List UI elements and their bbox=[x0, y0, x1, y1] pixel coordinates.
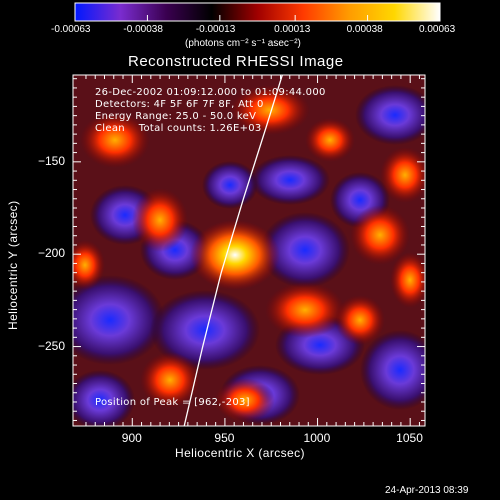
x-tick-label: 1050 bbox=[396, 431, 423, 445]
colorbar-tick-label: 0.00013 bbox=[274, 24, 311, 35]
x-axis-label: Heliocentric X (arcsec) bbox=[175, 446, 305, 460]
colorbar-tick-label: 0.00038 bbox=[346, 24, 383, 35]
footer-timestamp: 24-Apr-2013 08:39 bbox=[385, 485, 469, 496]
x-tick-label: 900 bbox=[121, 431, 142, 445]
y-tick-label: −150 bbox=[38, 153, 66, 168]
colorbar-tick-label: -0.00013 bbox=[195, 24, 236, 35]
solar-limb-line bbox=[183, 75, 283, 426]
annotation-clean-counts: Clean Total counts: 1.26E+03 bbox=[95, 123, 262, 134]
colorbar-tick-label: -0.00063 bbox=[51, 24, 91, 35]
heatmap-image bbox=[73, 75, 425, 426]
annotation-time-range: 26-Dec-2002 01:09:12.000 to 01:09:44.000 bbox=[95, 87, 326, 98]
annotation-energy-range: Energy Range: 25.0 - 50.0 keV bbox=[95, 111, 257, 122]
y-tick-label: −250 bbox=[38, 338, 66, 353]
colorbar-ticks bbox=[74, 15, 441, 21]
colorbar-unit-label: (photons cm⁻² s⁻¹ asec⁻²) bbox=[185, 38, 301, 49]
y-axis-label: Heliocentric Y (arcsec) bbox=[6, 200, 20, 330]
y-tick-label: −200 bbox=[38, 246, 66, 261]
annotation-detectors: Detectors: 4F 5F 6F 7F 8F, Att 0 bbox=[95, 99, 264, 110]
x-tick-label: 950 bbox=[214, 431, 235, 445]
peak-position-label: Position of Peak = [962,-203] bbox=[95, 397, 250, 408]
axis-ticks bbox=[73, 75, 425, 426]
colorbar bbox=[74, 2, 441, 22]
plot-frame bbox=[72, 74, 426, 427]
chart-title: Reconstructed RHESSI Image bbox=[128, 53, 344, 70]
x-tick-label: 1000 bbox=[303, 431, 331, 445]
colorbar-tick-label: 0.00063 bbox=[419, 24, 456, 35]
warm-regions bbox=[73, 85, 425, 422]
colorbar-tick-label: -0.00038 bbox=[123, 24, 163, 35]
